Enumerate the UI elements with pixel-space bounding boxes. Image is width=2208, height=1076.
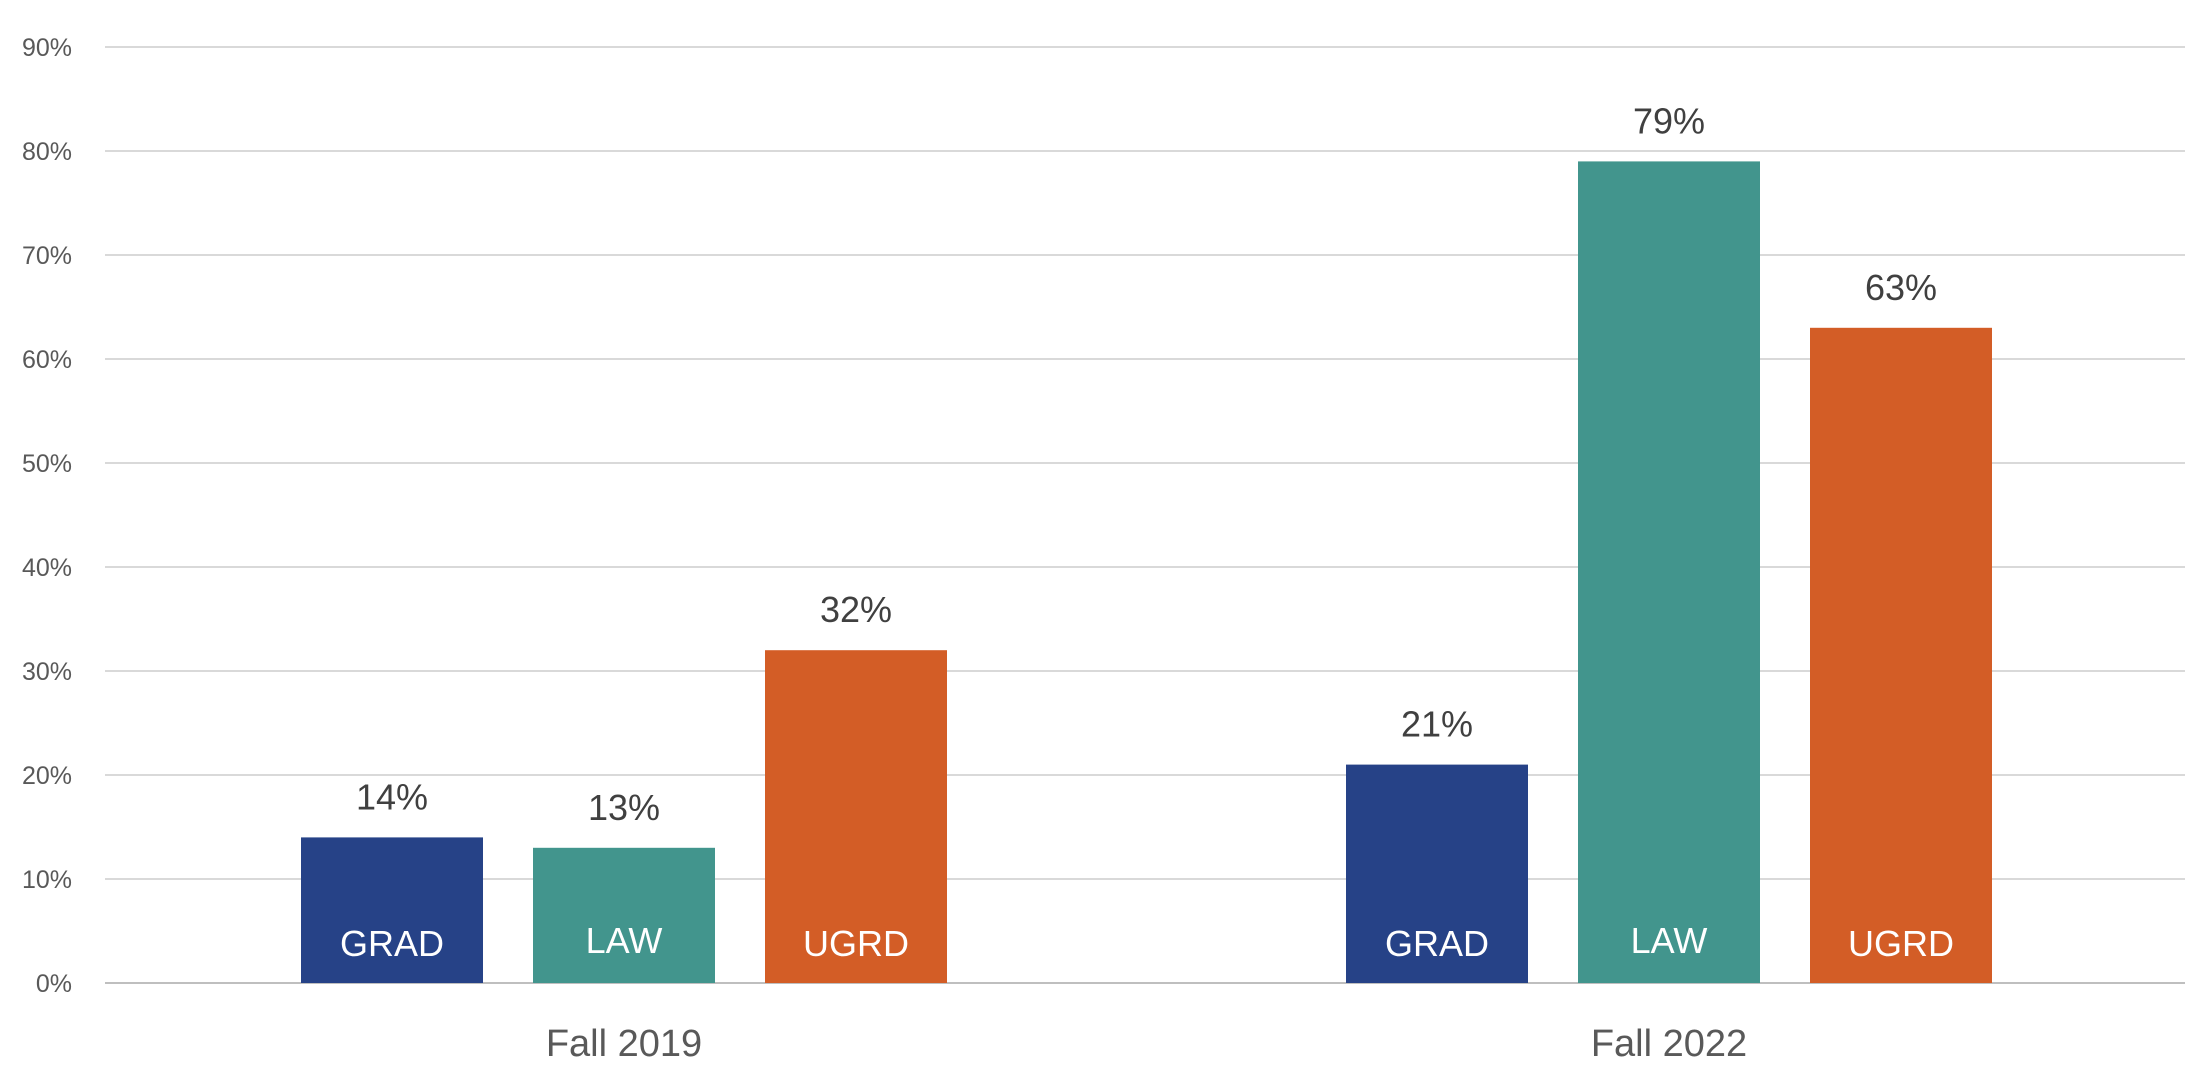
y-axis-ticks: 0% 10% 20% 30% 40% 50% 60% 70% 80% 90% [22, 34, 72, 998]
bar-law-fall-2022 [1578, 161, 1760, 983]
data-labels: 14% GRAD 13% LAW 32% UGRD 21% GRAD 79% LAW 63% UGRD [340, 100, 1954, 964]
bar-grad-fall-2022 [1346, 764, 1528, 983]
bar-series-label-law-fall-2019: LAW [586, 920, 663, 961]
y-tick-label-90: 90% [22, 34, 72, 62]
x-category-label-fall-2019: Fall 2019 [546, 1023, 702, 1065]
data-label-ugrd-fall-2022: 63% [1865, 267, 1937, 308]
bar-ugrd-fall-2019 [765, 650, 947, 983]
y-tick-label-40: 40% [22, 554, 72, 582]
y-tick-label-70: 70% [22, 242, 72, 270]
x-category-label-fall-2022: Fall 2022 [1591, 1023, 1747, 1065]
bar-series-label-law-fall-2022: LAW [1631, 920, 1708, 961]
bars [301, 161, 1992, 983]
y-tick-label-80: 80% [22, 138, 72, 166]
data-label-grad-fall-2022: 21% [1401, 704, 1473, 745]
bar-law-fall-2019 [533, 847, 715, 983]
bar-ugrd-fall-2022 [1810, 327, 1992, 983]
y-tick-label-60: 60% [22, 346, 72, 374]
y-tick-label-30: 30% [22, 658, 72, 686]
bar-series-label-grad-fall-2022: GRAD [1385, 923, 1489, 964]
data-label-law-fall-2022: 79% [1633, 100, 1705, 141]
y-tick-label-20: 20% [22, 762, 72, 790]
bar-series-label-ugrd-fall-2019: UGRD [803, 923, 909, 964]
y-tick-label-10: 10% [22, 866, 72, 894]
data-label-grad-fall-2019: 14% [356, 776, 428, 817]
bar-series-label-grad-fall-2019: GRAD [340, 923, 444, 964]
y-tick-label-50: 50% [22, 450, 72, 478]
data-label-ugrd-fall-2019: 32% [820, 589, 892, 630]
bar-series-label-ugrd-fall-2022: UGRD [1848, 923, 1954, 964]
y-tick-label-0: 0% [36, 970, 72, 998]
data-label-law-fall-2019: 13% [588, 787, 660, 828]
bar-grad-fall-2019 [301, 837, 483, 983]
x-axis-categories: Fall 2019 Fall 2022 [546, 1023, 1747, 1065]
